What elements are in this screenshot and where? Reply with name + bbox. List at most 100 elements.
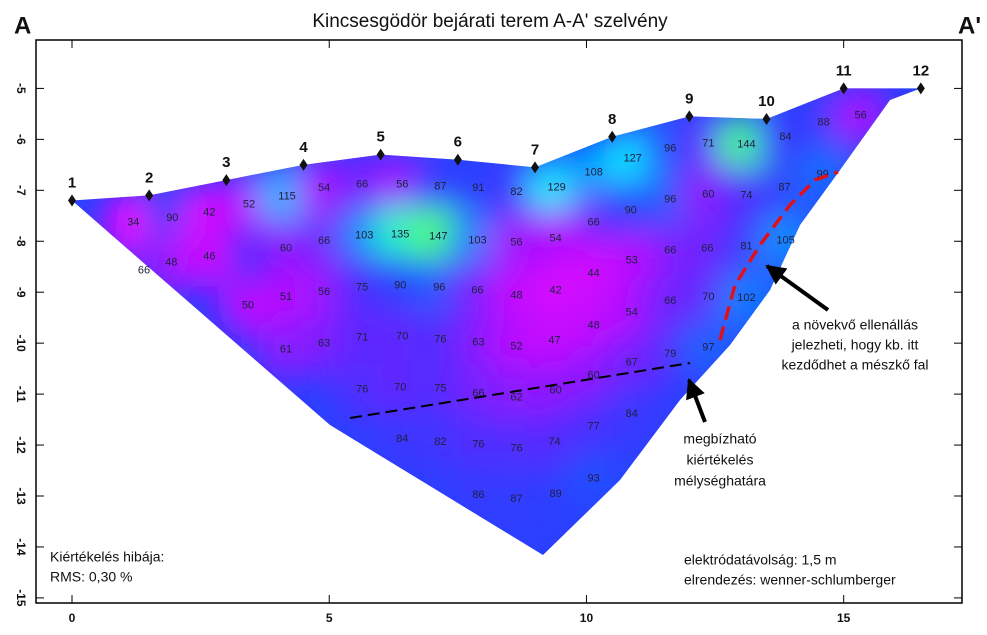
value-label: 56: [510, 237, 522, 249]
value-label: 76: [472, 438, 484, 450]
electrode-label: 2: [145, 169, 153, 186]
value-label: 52: [243, 198, 255, 210]
electrode-label: 6: [454, 134, 462, 151]
value-label: 103: [468, 235, 486, 247]
value-label: 87: [434, 181, 446, 193]
annotation: kiértékelés: [687, 452, 754, 468]
value-label: 75: [434, 382, 446, 394]
field-cell: [524, 310, 585, 371]
electrode: [68, 194, 77, 207]
y-tick-label: -6: [14, 134, 28, 145]
value-label: 47: [548, 335, 560, 347]
value-label: 103: [355, 230, 373, 242]
y-tick-label: -7: [14, 185, 28, 196]
value-label: 74: [548, 436, 560, 448]
value-label: 63: [318, 338, 330, 350]
value-label: 61: [280, 344, 292, 356]
electrode-label: 8: [608, 111, 616, 128]
value-label: 84: [779, 131, 791, 143]
value-label: 76: [356, 383, 368, 395]
value-label: 48: [165, 257, 177, 269]
corner-label: A': [958, 12, 981, 39]
value-label: 87: [510, 493, 522, 505]
electrode: [376, 148, 385, 161]
value-label: 66: [138, 265, 150, 277]
annotation: mélységhatára: [674, 473, 766, 489]
y-tick-label: -5: [14, 83, 28, 94]
x-tick-label: 0: [69, 611, 76, 625]
value-label: 105: [776, 235, 794, 247]
value-label: 60: [280, 242, 292, 254]
value-label: 93: [588, 473, 600, 485]
value-label: 81: [740, 240, 752, 252]
value-label: 97: [702, 342, 714, 354]
electrode-label: 4: [299, 139, 308, 156]
value-label: 66: [664, 244, 676, 256]
electrode-label: 7: [531, 141, 539, 158]
value-label: 63: [472, 337, 484, 349]
y-tick-label: -14: [14, 538, 28, 556]
value-label: 67: [626, 356, 638, 368]
value-label: 66: [318, 235, 330, 247]
value-label: 60: [549, 384, 561, 396]
value-label: 46: [203, 250, 215, 262]
value-label: 147: [429, 231, 447, 243]
electrode-label: 3: [222, 154, 230, 171]
electrode: [685, 110, 694, 123]
field-cell: [601, 383, 662, 444]
electrode: [916, 82, 925, 95]
y-tick-label: -15: [14, 589, 28, 607]
value-label: 76: [434, 333, 446, 345]
value-label: 82: [434, 436, 446, 448]
value-label: 54: [626, 306, 638, 318]
value-label: 48: [510, 290, 522, 302]
electrode-label: 12: [913, 62, 930, 79]
electrode-label: 5: [377, 129, 385, 146]
electrode-label: 1: [68, 174, 76, 191]
value-label: 79: [664, 348, 676, 360]
value-label: 102: [737, 292, 755, 304]
annotation: a növekvő ellenállás: [792, 317, 918, 333]
value-label: 88: [817, 116, 829, 128]
value-label: 66: [471, 285, 483, 297]
value-label: 74: [740, 189, 752, 201]
x-tick-label: 15: [837, 611, 851, 625]
plot-frame: [35, 39, 963, 604]
value-label: 82: [510, 186, 522, 198]
annotation: RMS: 0,30 %: [50, 569, 132, 585]
annotation: kezdődhet a mészkő fal: [781, 357, 928, 373]
value-label: 50: [242, 299, 254, 311]
y-tick-label: -13: [14, 487, 28, 505]
value-label: 129: [547, 182, 565, 194]
value-label: 66: [664, 295, 676, 307]
value-label: 34: [127, 216, 139, 228]
annotation: jelezheti, hogy kb. itt: [791, 337, 919, 353]
annotation: elrendezés: wenner-schlumberger: [684, 572, 896, 588]
value-label: 87: [778, 182, 790, 194]
value-label: 66: [356, 179, 368, 191]
value-label: 86: [472, 489, 484, 501]
y-tick-label: -12: [14, 436, 28, 454]
blobs: [103, 88, 891, 530]
value-label: 66: [701, 242, 713, 254]
value-label: 115: [278, 190, 296, 202]
value-label: 71: [702, 137, 714, 149]
electrode: [839, 82, 848, 95]
value-label: 76: [510, 443, 522, 455]
value-label: 90: [394, 279, 406, 291]
value-label: 66: [588, 216, 600, 228]
annotation: Kiértékelés hibája:: [50, 549, 164, 565]
value-label: 54: [318, 182, 330, 194]
arrow: [686, 378, 707, 423]
value-label: 56: [318, 286, 330, 298]
value-label: 56: [855, 109, 867, 121]
field-cell: [525, 260, 586, 321]
value-label: 70: [396, 330, 408, 342]
electrode: [222, 174, 231, 187]
value-label: 96: [664, 142, 676, 154]
value-label: 77: [588, 421, 600, 433]
value-label: 89: [549, 488, 561, 500]
value-label: 42: [549, 285, 561, 297]
value-label: 84: [626, 408, 638, 420]
